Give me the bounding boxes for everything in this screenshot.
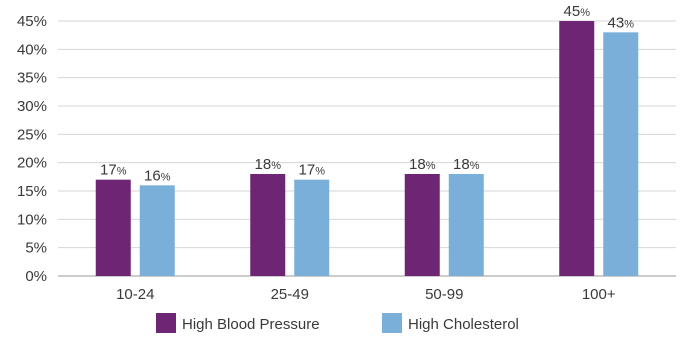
bar-high-blood-pressure	[404, 174, 440, 276]
bar-value-label: 18%	[409, 156, 436, 173]
y-tick-label: 40%	[17, 41, 47, 58]
bar-high-cholesterol	[603, 32, 639, 277]
legend-swatch	[156, 313, 176, 333]
x-category-label: 50-99	[425, 286, 463, 303]
bar-value-label: 45%	[564, 3, 591, 20]
x-category-label: 10-24	[116, 286, 154, 303]
bar-value-label: 43%	[608, 14, 635, 31]
bar-high-cholesterol	[294, 179, 330, 276]
x-axis: 10-24 25-49 50-99 100+	[116, 286, 616, 303]
legend-label: High Cholesterol	[408, 316, 519, 333]
y-tick-label: 5%	[25, 240, 47, 257]
y-tick-label: 35%	[17, 70, 47, 87]
data-labels: 17% 16% 18% 17% 18% 18% 45% 43%	[100, 3, 634, 184]
bar-value-label: 17%	[100, 162, 127, 179]
y-tick-label: 25%	[17, 126, 47, 143]
bar-high-cholesterol	[448, 174, 484, 276]
y-tick-label: 15%	[17, 183, 47, 200]
bar-high-blood-pressure	[95, 179, 131, 276]
bar-high-cholesterol	[139, 185, 175, 276]
bars	[95, 21, 639, 277]
y-tick-label: 45%	[17, 13, 47, 30]
y-tick-label: 10%	[17, 211, 47, 228]
bar-value-label: 18%	[255, 156, 282, 173]
legend-swatch	[382, 313, 402, 333]
bar-value-label: 16%	[144, 167, 171, 184]
x-category-label: 25-49	[271, 286, 309, 303]
y-tick-label: 0%	[25, 268, 47, 285]
y-tick-label: 20%	[17, 155, 47, 172]
legend: High Blood Pressure High Cholesterol	[156, 313, 519, 333]
bar-value-label: 17%	[299, 162, 326, 179]
y-tick-label: 30%	[17, 98, 47, 115]
legend-label: High Blood Pressure	[182, 316, 320, 333]
bar-high-blood-pressure	[250, 174, 286, 276]
x-category-label: 100+	[582, 286, 616, 303]
bar-value-label: 18%	[453, 156, 480, 173]
bar-high-blood-pressure	[559, 21, 595, 276]
y-axis: 0% 5% 10% 15% 20% 25% 30% 35% 40% 45%	[17, 13, 47, 285]
